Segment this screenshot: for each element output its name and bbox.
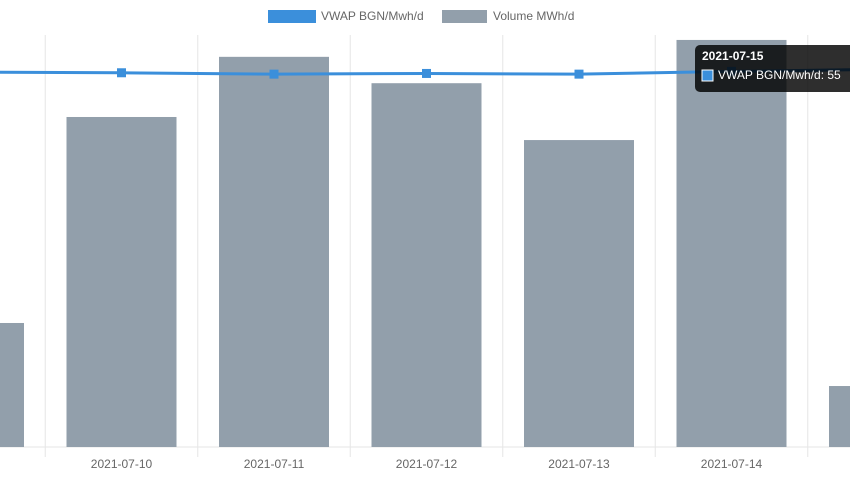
- tooltip-label: VWAP BGN/Mwh/d: 55: [718, 68, 841, 82]
- tooltip-title: 2021-07-15: [702, 49, 764, 63]
- bar: [0, 322, 24, 447]
- bar: [371, 83, 482, 447]
- x-tick-label: 2021-07-10: [91, 457, 153, 471]
- point: [269, 69, 279, 79]
- x-tick-label: 2021-07-11: [244, 457, 305, 471]
- point: [117, 68, 126, 78]
- bar: [66, 116, 177, 447]
- x-tick-label: 2021-07-13: [548, 457, 610, 471]
- point: [574, 69, 584, 79]
- legend-label: VWAP BGN/Mwh/d: [321, 9, 424, 23]
- bar: [524, 140, 634, 447]
- point: [422, 68, 431, 78]
- x-tick-label: 2021-07-14: [701, 457, 763, 471]
- x-tick-label: 2021-07-12: [396, 457, 458, 471]
- bar: [829, 386, 850, 447]
- tooltip: [695, 45, 850, 92]
- bar: [676, 39, 787, 447]
- legend-swatch: [268, 10, 316, 23]
- tooltip-swatch: [701, 69, 714, 82]
- bar: [219, 56, 329, 447]
- legend-label: Volume MWh/d: [493, 9, 574, 23]
- legend-swatch: [442, 10, 487, 23]
